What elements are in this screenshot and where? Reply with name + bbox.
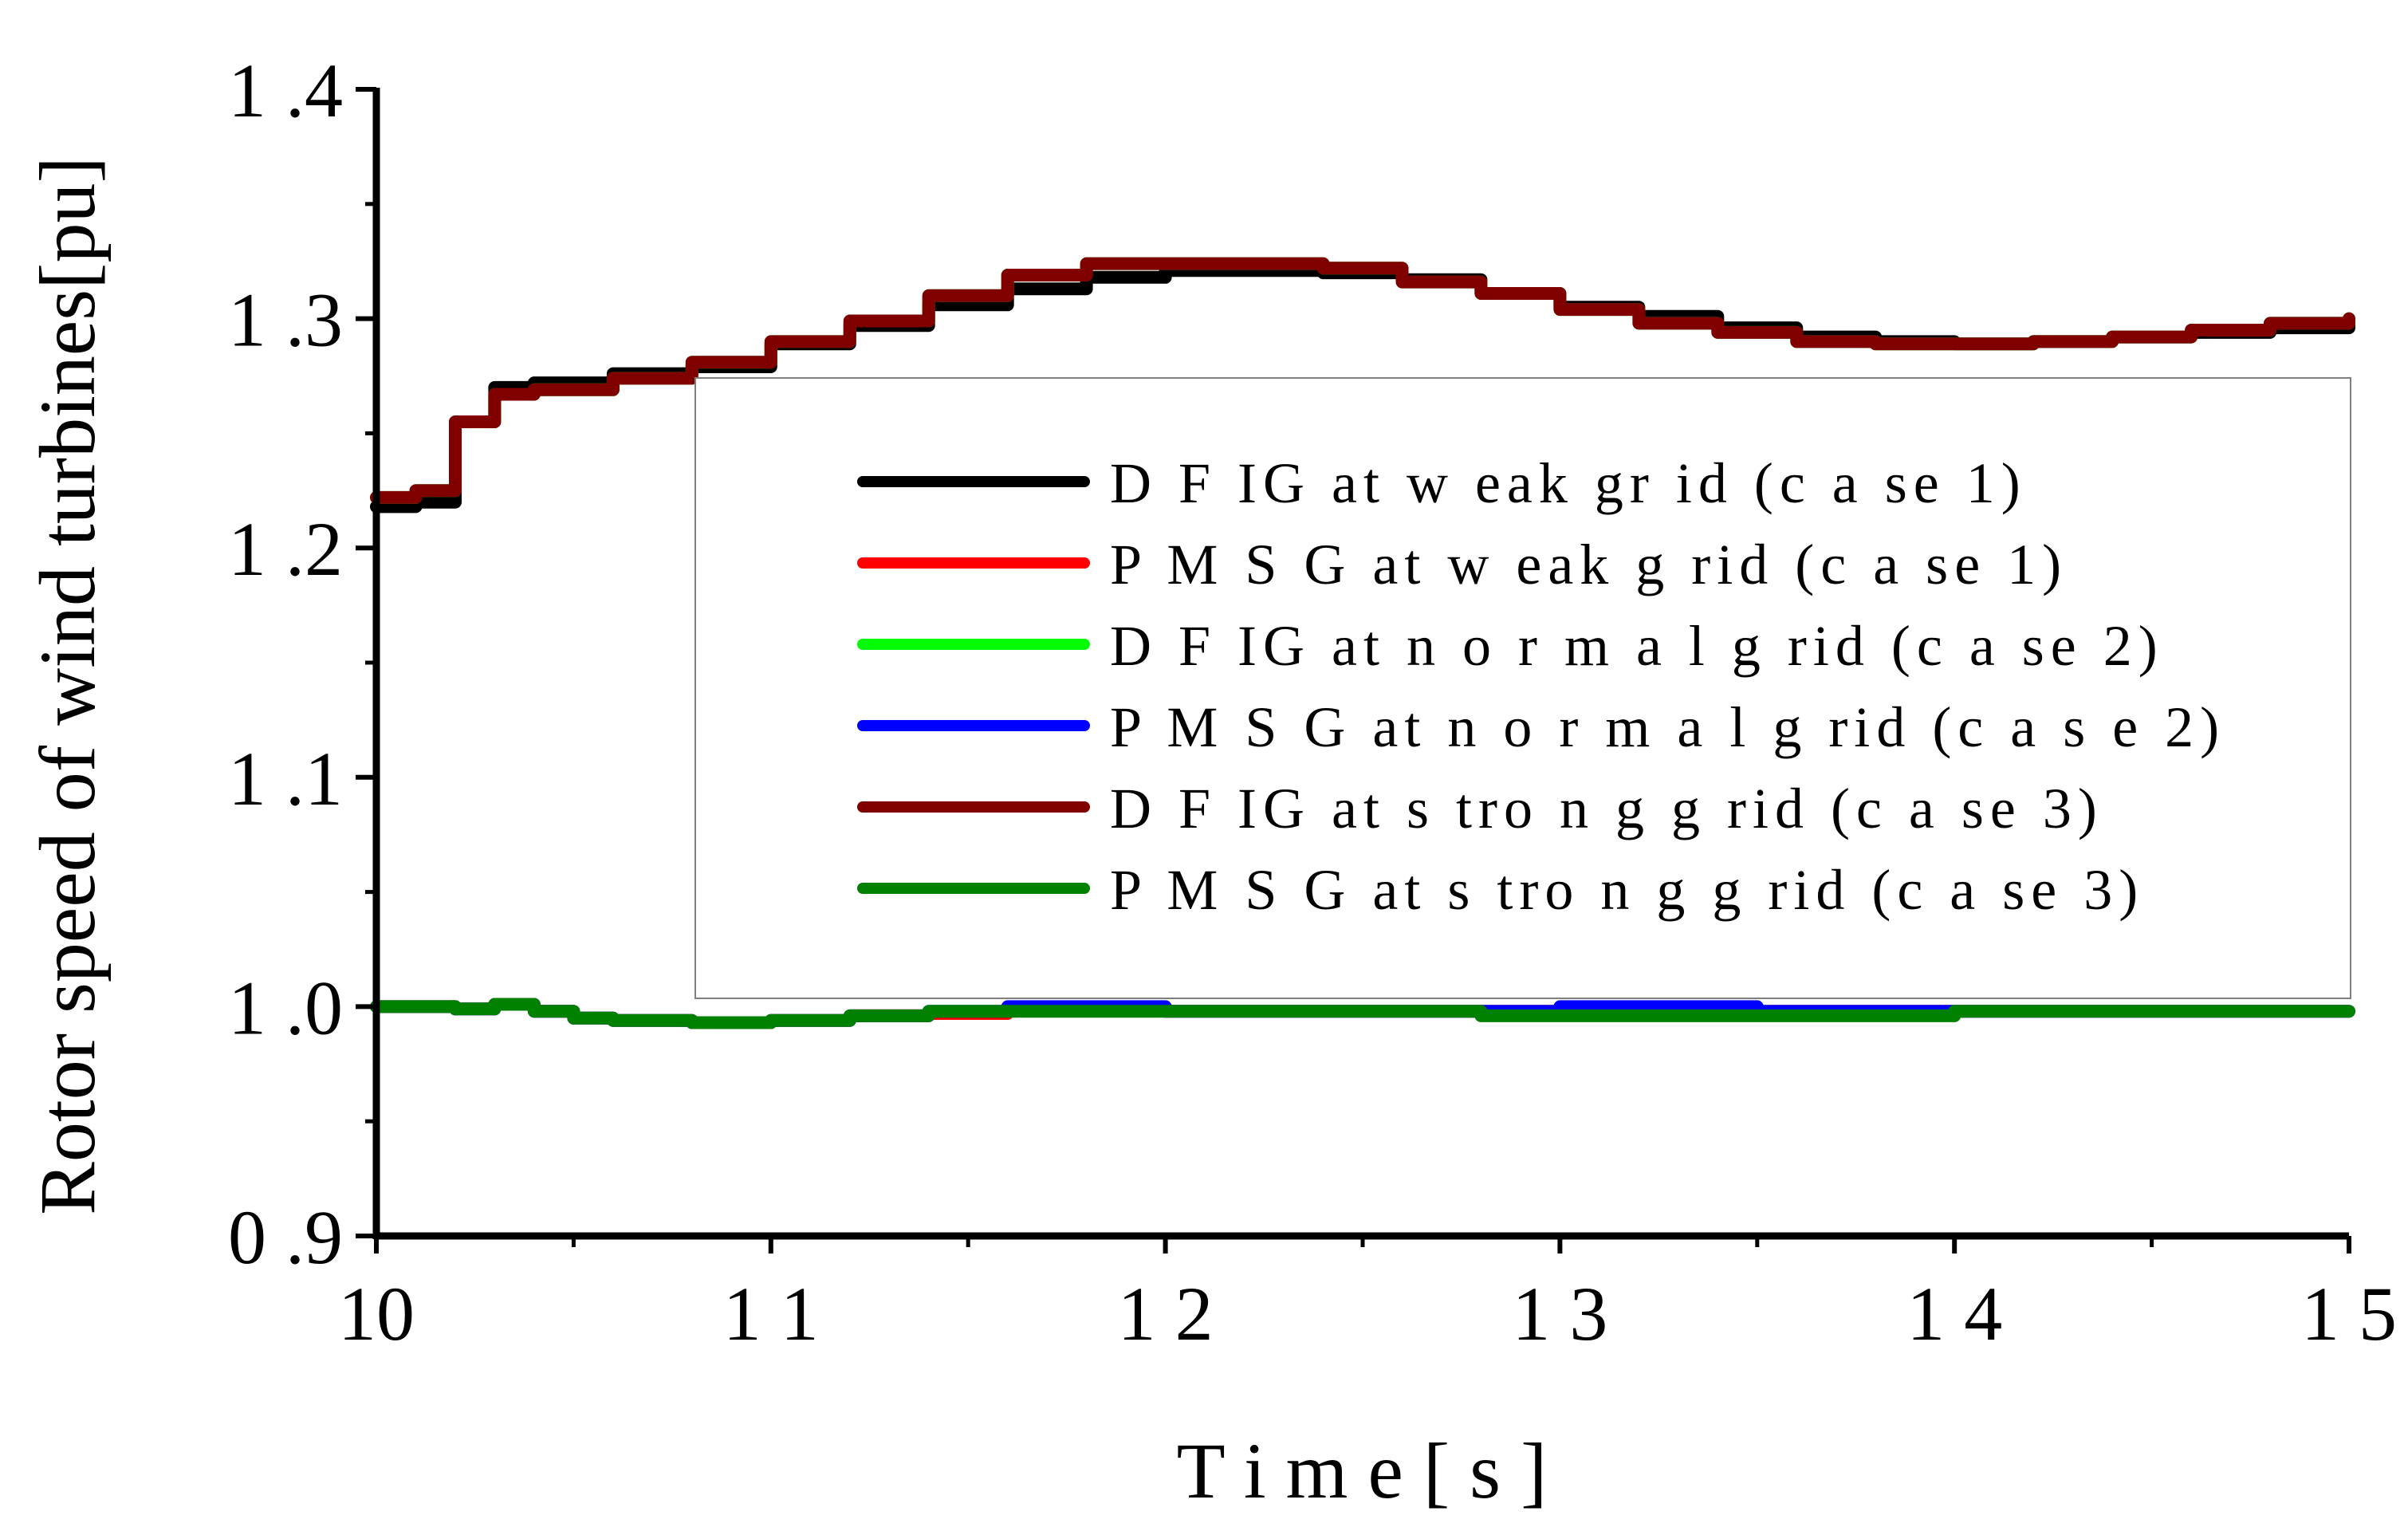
- x-tick-label: 10: [338, 1271, 415, 1356]
- y-axis-title: Rotor speed of wind turbines[pu]: [23, 156, 112, 1215]
- y-tick-label: 1 .3: [228, 277, 343, 363]
- x-tick-label: 1 4: [1906, 1271, 2002, 1356]
- y-tick-label: 1 .4: [228, 48, 343, 133]
- legend-label-1: D F IG at w eak gr id (c a se 1): [1110, 451, 2027, 515]
- series-layer: [370, 257, 2355, 1029]
- series-line-6: [370, 998, 2355, 1029]
- y-tick-label: 1 .2: [228, 506, 343, 592]
- legend-label-2: P M S G at w eak g rid (c a se 1): [1110, 533, 2068, 596]
- x-tick-label: 1 3: [1512, 1271, 1607, 1356]
- legend-label-3: D F IG at n o r m a l g rid (c a se 2): [1110, 614, 2164, 678]
- y-tick-label: 1 .0: [228, 965, 343, 1050]
- legend-label-4: P M S G at n o r m a l g rid (c a s e 2): [1110, 695, 2225, 759]
- y-tick-label: 1 .1: [228, 736, 343, 821]
- series-line-5: [370, 257, 2355, 504]
- legend: D F IG at w eak gr id (c a se 1) P M S G …: [857, 451, 2225, 922]
- legend-label-6: P M S G at s tro n g g rid (c a se 3): [1110, 858, 2144, 922]
- x-tick-label: 1 5: [2301, 1271, 2397, 1356]
- y-tick-label: 0 .9: [228, 1194, 343, 1280]
- legend-label-5: D F IG at s tro n g g rid (c a se 3): [1110, 777, 2103, 840]
- x-axis-title: T i m e [ s ]: [1177, 1427, 1548, 1515]
- x-tick-label: 1 2: [1118, 1271, 1214, 1356]
- x-tick-label: 1 1: [723, 1271, 819, 1356]
- axis-ticks: 10 1 1 1 2 1 3 1 4 1 5 0 .9 1 .0 1 .1 1 .2 1 .3 1 .…: [228, 48, 2397, 1356]
